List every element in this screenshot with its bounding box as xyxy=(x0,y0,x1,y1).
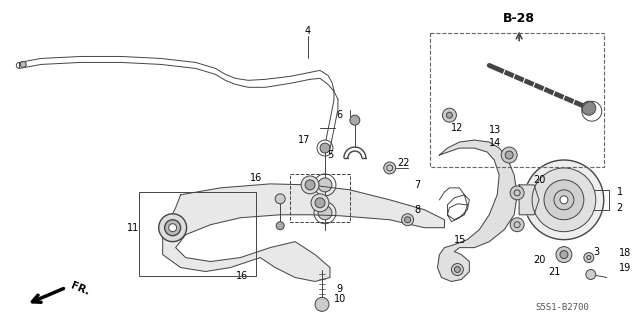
Text: 1: 1 xyxy=(617,187,623,197)
Text: 11: 11 xyxy=(127,223,139,233)
Circle shape xyxy=(276,222,284,230)
Circle shape xyxy=(318,206,332,220)
Text: 9: 9 xyxy=(337,285,343,294)
Text: 10: 10 xyxy=(334,294,346,304)
Circle shape xyxy=(560,251,568,259)
Circle shape xyxy=(524,160,604,240)
Text: 22: 22 xyxy=(397,158,410,168)
Circle shape xyxy=(159,214,187,241)
Polygon shape xyxy=(163,184,444,281)
Circle shape xyxy=(301,176,319,194)
Circle shape xyxy=(20,62,26,67)
Text: 18: 18 xyxy=(619,248,631,258)
Circle shape xyxy=(451,263,463,276)
Circle shape xyxy=(315,198,325,208)
Circle shape xyxy=(315,297,329,311)
Text: 15: 15 xyxy=(454,235,467,245)
Text: 3: 3 xyxy=(594,247,600,256)
Polygon shape xyxy=(519,185,539,215)
Circle shape xyxy=(560,196,568,204)
Circle shape xyxy=(275,194,285,204)
Text: 16: 16 xyxy=(236,271,248,281)
Circle shape xyxy=(505,151,513,159)
Circle shape xyxy=(350,115,360,125)
Text: 19: 19 xyxy=(619,263,631,272)
Circle shape xyxy=(402,214,413,226)
Circle shape xyxy=(384,162,396,174)
Bar xyxy=(429,33,604,167)
Text: 12: 12 xyxy=(451,123,464,133)
Text: FR.: FR. xyxy=(69,280,91,297)
Text: 7: 7 xyxy=(415,180,420,190)
Text: 21: 21 xyxy=(548,266,561,277)
Text: 2: 2 xyxy=(617,203,623,213)
Circle shape xyxy=(447,112,452,118)
Circle shape xyxy=(320,143,330,153)
Circle shape xyxy=(442,108,456,122)
Text: 8: 8 xyxy=(415,205,420,215)
Text: 14: 14 xyxy=(489,138,501,148)
Text: 20: 20 xyxy=(533,175,545,185)
Text: 20: 20 xyxy=(533,255,545,264)
Circle shape xyxy=(318,178,332,192)
Text: 17: 17 xyxy=(298,135,310,145)
Circle shape xyxy=(544,180,584,220)
Text: S5S1-B2700: S5S1-B2700 xyxy=(535,303,589,312)
Circle shape xyxy=(532,168,596,232)
Bar xyxy=(139,192,256,277)
Text: B-28: B-28 xyxy=(503,12,535,25)
Circle shape xyxy=(311,194,329,212)
Circle shape xyxy=(404,217,411,223)
Text: 5: 5 xyxy=(327,150,333,160)
Text: 16: 16 xyxy=(250,173,262,183)
Circle shape xyxy=(305,180,315,190)
Bar xyxy=(290,174,350,222)
Circle shape xyxy=(501,147,517,163)
Circle shape xyxy=(454,267,460,272)
Circle shape xyxy=(582,101,596,115)
Circle shape xyxy=(556,247,572,263)
Circle shape xyxy=(554,190,574,210)
Circle shape xyxy=(169,224,177,232)
Circle shape xyxy=(586,270,596,279)
Text: 4: 4 xyxy=(305,26,311,35)
Circle shape xyxy=(164,220,180,236)
Text: 6: 6 xyxy=(337,110,343,120)
Circle shape xyxy=(510,186,524,200)
Polygon shape xyxy=(438,140,517,281)
Circle shape xyxy=(510,218,524,232)
Text: 13: 13 xyxy=(489,125,501,135)
Circle shape xyxy=(584,253,594,263)
